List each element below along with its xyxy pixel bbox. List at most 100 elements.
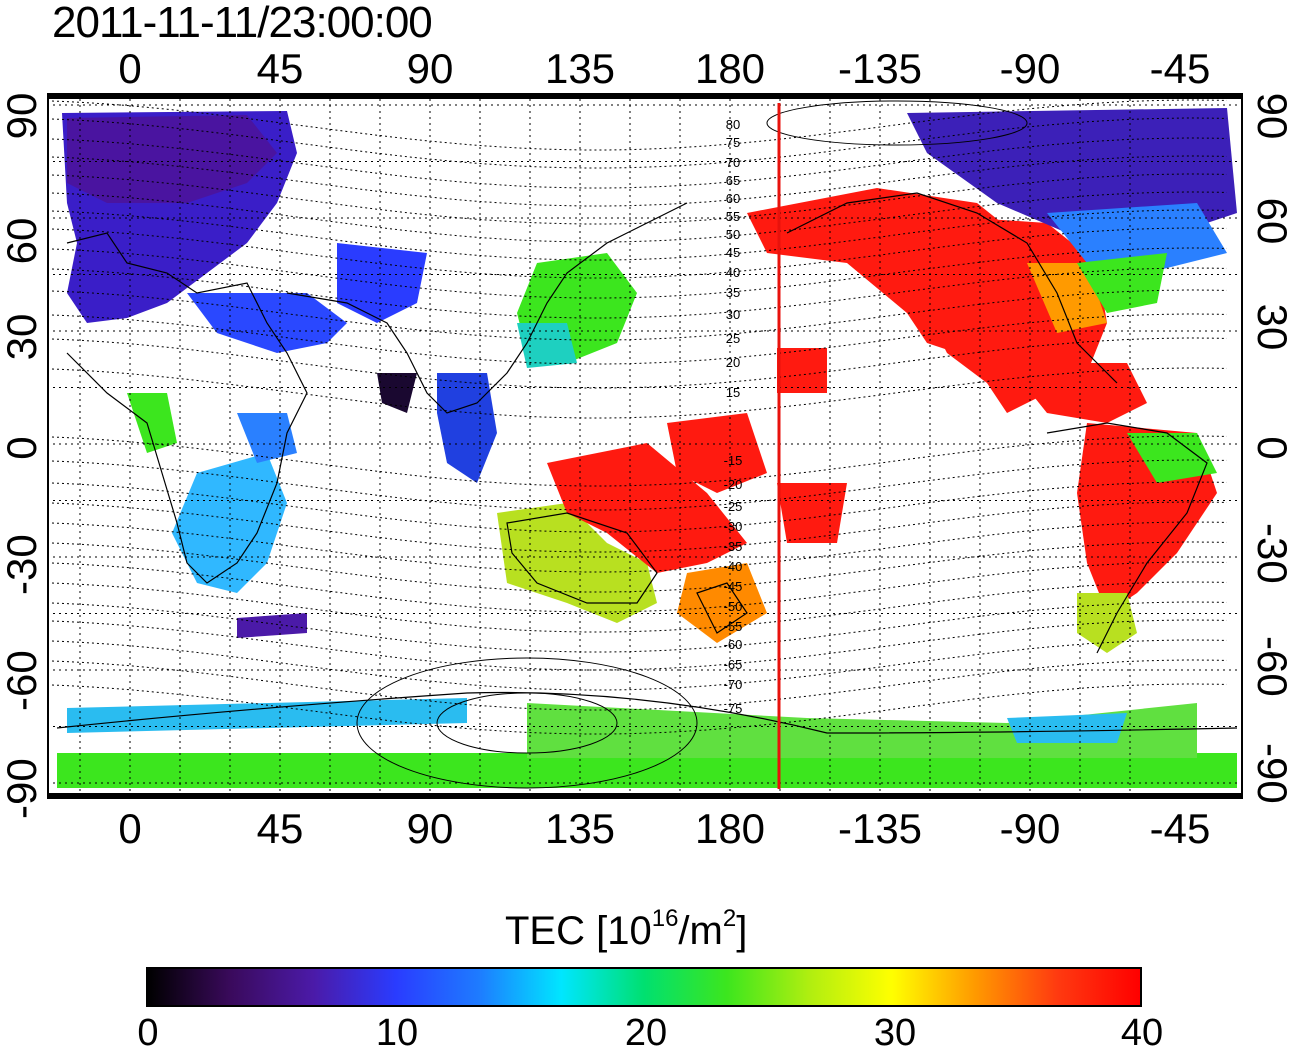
tec-region-asia-cluster — [337, 243, 427, 323]
tec-region-canada-mid — [1047, 203, 1227, 273]
bottom-lon-tick: 90 — [406, 805, 454, 852]
magnetic-latitude-label: -40 — [724, 559, 743, 574]
polar-contour — [766, 100, 1028, 146]
magnetic-latitude-label: 75 — [726, 135, 740, 150]
magnetic-latitude-label: 25 — [726, 331, 740, 346]
left-lat-tick: -30 — [0, 534, 45, 595]
tec-map: 80 75 70 65 60 55 50 45 40 35 30 25 20 15 -15 -20 -25 -30… — [47, 93, 1243, 799]
colorbar-label: 40 — [1120, 1012, 1164, 1054]
tec-region-amazon-mixed — [1127, 433, 1217, 483]
tec-region-sub-antarctic-purple — [237, 613, 307, 638]
tec-region-midpacific-red — [777, 348, 827, 393]
tec-region-india — [377, 373, 417, 413]
left-lat-tick: 30 — [0, 313, 45, 361]
left-lat-tick: 60 — [0, 217, 45, 265]
right-lat-tick: 90 — [1249, 92, 1292, 140]
tec-data-layer — [57, 108, 1237, 788]
magnetic-latitude-label: 60 — [726, 191, 740, 206]
top-lon-tick: -135 — [837, 45, 923, 92]
magnetic-latitude-label: -55 — [724, 619, 743, 634]
tec-region-antarctica-upper — [527, 703, 1197, 758]
magnetic-latitude-label: 55 — [726, 209, 740, 224]
tec-region-antarctica — [57, 753, 1237, 788]
top-lon-tick: 180 — [694, 45, 766, 92]
map-bottom-border — [47, 793, 1243, 799]
tec-region-pacific-south-red — [777, 483, 847, 543]
tec-region-antarctica-cyan — [1007, 713, 1127, 743]
bottom-lon-tick: -135 — [837, 805, 923, 852]
colorbar-label: 10 — [375, 1012, 419, 1054]
magnetic-latitude-label: -70 — [724, 677, 743, 692]
right-lat-tick: -90 — [1249, 743, 1292, 804]
magnetic-latitude-label: -20 — [724, 477, 743, 492]
magnetic-latitude-label: 15 — [726, 385, 740, 400]
colorbar-title-main: TEC [10 — [505, 909, 652, 953]
magnetic-latitude-labels: 80 75 70 65 60 55 50 45 40 35 30 25 20 15 -15 -20 -25 -30… — [724, 117, 743, 716]
bottom-lon-tick: -45 — [1149, 805, 1211, 852]
colorbar-title: TEC [1016/m2] — [505, 905, 747, 954]
page-title: 2011-11-11/23:00:00 — [52, 0, 433, 47]
left-lat-tick: 90 — [0, 92, 45, 140]
top-lon-tick: -45 — [1149, 45, 1211, 92]
colorbar-label: 0 — [137, 1012, 159, 1054]
magnetic-latitude-label: -60 — [724, 637, 743, 652]
tec-region-se-asia — [437, 373, 497, 483]
colorbar-label: 30 — [873, 1012, 917, 1054]
magnetic-latitude-label: 20 — [726, 355, 740, 370]
tec-region-africa-green — [127, 393, 177, 453]
magnetic-latitude-label: 80 — [726, 117, 740, 132]
magnetic-latitude-label: 35 — [726, 285, 740, 300]
top-lon-tick: 90 — [406, 45, 454, 92]
magnetic-latitude-label: 65 — [726, 173, 740, 188]
magnetic-latitude-label: -35 — [724, 539, 743, 554]
colorbar-title-exponent: 16 — [651, 905, 679, 932]
polar-contour — [356, 657, 698, 789]
bottom-lon-tick: 45 — [256, 805, 304, 852]
right-lat-tick: -60 — [1249, 636, 1292, 697]
bottom-lon-tick: 135 — [544, 805, 616, 852]
magnetic-latitude-contours — [47, 99, 1228, 789]
magnetic-latitude-label: 45 — [726, 245, 740, 260]
right-lat-tick: 60 — [1249, 197, 1292, 245]
tec-region-new-zealand — [677, 563, 767, 643]
magnetic-latitude-label: -15 — [724, 453, 743, 468]
right-lat-tick: 30 — [1249, 303, 1292, 351]
bottom-lon-tick: -90 — [999, 805, 1061, 852]
tec-region-pacific-red — [667, 413, 767, 493]
colorbar — [146, 967, 1142, 1007]
magnetic-latitude-label: 50 — [726, 227, 740, 242]
magnetic-latitude-label: -50 — [724, 599, 743, 614]
magnetic-latitude-label: 30 — [726, 307, 740, 322]
tec-region-australia-east — [547, 443, 747, 573]
magnetic-latitude-label: -75 — [724, 701, 743, 716]
top-lon-tick: 0 — [118, 45, 142, 92]
tec-region-north-america-orange — [1027, 263, 1107, 333]
magnetic-latitude-label: -65 — [724, 657, 743, 672]
colorbar-title-end: ] — [736, 909, 748, 953]
tec-region-africa — [172, 453, 287, 593]
top-lon-tick: 135 — [544, 45, 616, 92]
magnetic-latitude-label: -30 — [724, 519, 743, 534]
coastlines — [56, 192, 1238, 734]
left-lat-tick: -90 — [0, 758, 45, 819]
tec-region-australia-west — [497, 503, 657, 623]
magnetic-latitude-label: 40 — [726, 265, 740, 280]
magnetic-latitude-label: 70 — [726, 155, 740, 170]
colorbar-label: 20 — [624, 1012, 668, 1054]
left-lat-tick: -60 — [0, 650, 45, 711]
tec-region-antarctic-coast — [67, 698, 467, 733]
tec-region-africa-east — [237, 413, 297, 463]
magnetic-latitude-label: -25 — [724, 499, 743, 514]
tec-region-europe-core — [67, 115, 277, 203]
tec-region-canada-green — [1077, 253, 1167, 313]
right-lat-tick: -30 — [1249, 523, 1292, 584]
colorbar-title-unit: /m — [678, 909, 723, 953]
top-lon-tick: 45 — [256, 45, 304, 92]
magnetic-latitude-label: -45 — [724, 579, 743, 594]
bottom-lon-tick: 180 — [694, 805, 766, 852]
right-lat-tick: 0 — [1249, 436, 1292, 460]
map-top-border — [47, 93, 1243, 99]
left-lat-tick: 0 — [0, 436, 45, 460]
bottom-lon-tick: 0 — [118, 805, 142, 852]
colorbar-title-unit-exponent: 2 — [722, 905, 737, 932]
